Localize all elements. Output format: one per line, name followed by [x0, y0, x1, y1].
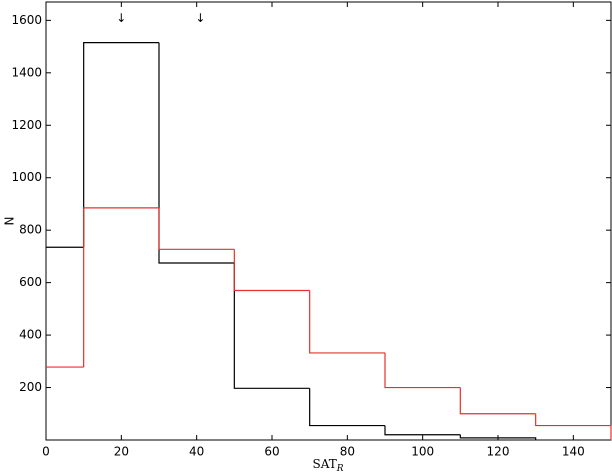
histogram-step	[459, 434, 537, 440]
annotation-arrow: ↓	[116, 11, 126, 25]
x-axis-label-main: SAT	[312, 457, 336, 471]
y-tick-label: 800	[19, 223, 42, 237]
x-axis-label-sub: R	[336, 464, 344, 472]
histogram-step	[535, 413, 612, 440]
annotation-arrow: ↓	[195, 11, 205, 25]
x-tick-label: 120	[487, 445, 510, 459]
histogram-step	[309, 290, 385, 354]
y-tick-label: 200	[19, 380, 42, 394]
x-tick-label: 60	[264, 445, 279, 459]
y-tick-label: 1600	[11, 13, 42, 27]
histogram-step	[233, 262, 310, 389]
x-axis-label: SATR	[312, 457, 343, 472]
x-tick-label: 0	[42, 445, 50, 459]
histogram-step	[158, 42, 235, 264]
x-tick-label: 100	[411, 445, 434, 459]
histogram-step	[83, 42, 159, 248]
histogram-step	[459, 387, 536, 415]
y-tick-label: 600	[19, 275, 42, 289]
y-tick-label: 1000	[11, 170, 42, 184]
x-tick-label: 80	[340, 445, 355, 459]
histogram-step	[309, 388, 385, 427]
y-axis-label: N	[3, 217, 17, 226]
y-tick-label: 400	[19, 328, 42, 342]
histogram-step	[384, 425, 461, 436]
histogram-step	[83, 207, 159, 368]
x-tick-label: 140	[562, 445, 585, 459]
histogram-step	[158, 207, 235, 250]
plot-frame	[45, 1, 612, 441]
x-tick-label: 20	[114, 445, 129, 459]
y-tick-label: 1200	[11, 118, 42, 132]
y-tick-label: 1400	[11, 65, 42, 79]
x-tick-label: 40	[189, 445, 204, 459]
histogram-step	[233, 249, 310, 292]
histogram-step	[384, 352, 461, 389]
